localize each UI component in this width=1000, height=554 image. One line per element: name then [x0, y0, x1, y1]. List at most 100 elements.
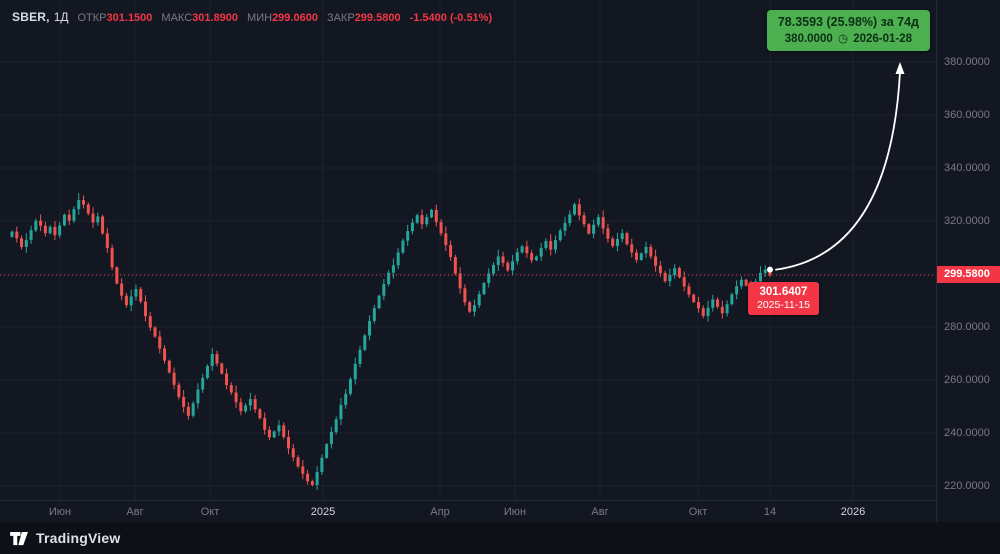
tradingview-logo-text[interactable]: TradingView [36, 530, 121, 546]
symbol-name[interactable]: SBER, [12, 10, 50, 24]
candle-body [387, 272, 391, 285]
candle-body [506, 262, 510, 271]
candle-body [563, 223, 567, 231]
price-axis-label: 280.0000 [944, 321, 990, 333]
candle-body [239, 402, 243, 412]
candle-body [215, 354, 219, 364]
candle-body [363, 335, 367, 350]
candle-body [692, 294, 696, 303]
candle-body [91, 213, 95, 223]
candle-body [34, 220, 38, 231]
time-axis-label: Авг [126, 506, 144, 518]
candle-body [353, 363, 357, 380]
projection-target-label[interactable]: 78.3593 (25.98%) за 74д 380.0000 ◷ 2026-… [766, 10, 930, 51]
candle-body [86, 204, 90, 214]
candle-body [372, 308, 376, 321]
candle-body [153, 327, 157, 337]
candle-body [163, 348, 167, 361]
candle-body [406, 231, 410, 241]
candle-body [587, 224, 591, 234]
candle-body [468, 302, 472, 312]
price-axis-label: 260.0000 [944, 374, 990, 386]
candle-body [120, 283, 124, 296]
candle-body [701, 308, 705, 316]
candle-body [606, 228, 610, 239]
projection-date: 2026-01-28 [853, 33, 913, 45]
candle-body [735, 286, 739, 295]
candle-body [29, 230, 33, 241]
candle-body [344, 393, 348, 405]
time-axis-label: 2026 [840, 506, 866, 518]
legend-low: МИН299.0600 [247, 12, 318, 24]
candle-body [716, 299, 720, 307]
candle-body [77, 200, 81, 210]
candle-body [191, 403, 195, 416]
candle-body [682, 277, 686, 287]
candle-body [477, 294, 481, 306]
candle-body [582, 215, 586, 225]
candle-body [320, 457, 324, 472]
candle-body [439, 222, 443, 234]
point-date: 2025-11-15 [757, 298, 810, 311]
candle-body [592, 224, 596, 234]
candle-body [654, 256, 658, 266]
candle-body [458, 273, 462, 289]
candle-body [220, 363, 224, 374]
candle-body [306, 473, 310, 482]
candle-body [229, 385, 233, 393]
candle-body [253, 399, 257, 410]
candle-body [472, 305, 476, 312]
price-axis[interactable]: 299.5800 380.0000 360.0000 340.0000 320.000… [936, 0, 1000, 522]
candle-body [573, 204, 577, 215]
candle-body [158, 336, 162, 349]
projection-arrow-curve[interactable] [775, 71, 901, 271]
candle-body [577, 204, 581, 216]
candle-body [348, 379, 352, 394]
candle-body [296, 457, 300, 467]
point-marker-label[interactable]: 301.6407 2025-11-15 [748, 281, 819, 315]
candle-body [720, 306, 724, 314]
candle-body [263, 418, 267, 430]
time-axis[interactable]: Июн Авг Окт 2025 Апр Июн Авг Окт 14 2026 [0, 500, 1000, 522]
candle-body [625, 233, 629, 245]
candle-body [258, 409, 262, 419]
time-axis-label: Авг [591, 506, 609, 518]
candle-body [415, 215, 419, 223]
candle-body [482, 283, 486, 295]
candle-body [663, 272, 667, 282]
candle-body [677, 268, 681, 278]
interval-label[interactable]: 1Д [53, 10, 69, 24]
projection-change-text: 78.3593 (25.98%) за 74д [777, 15, 919, 29]
legend-open: ОТКР301.1500 [78, 12, 153, 24]
projection-start-dot[interactable] [767, 266, 773, 273]
candle-body [167, 360, 171, 373]
time-axis-label: Апр [430, 506, 450, 518]
candle-body [615, 239, 619, 246]
price-axis-label: 220.0000 [944, 480, 990, 492]
candle-body [272, 431, 276, 438]
candle-body [96, 216, 100, 223]
candle-body [201, 377, 205, 390]
tradingview-logo-icon[interactable] [10, 531, 29, 546]
candle-body [730, 294, 734, 305]
candle-body [630, 244, 634, 253]
candle-body [101, 216, 105, 234]
candle-body [58, 225, 62, 236]
legend-open-value: 301.1500 [106, 12, 153, 24]
candle-body [43, 225, 47, 234]
candle-body [15, 231, 19, 239]
candle-body [315, 471, 319, 485]
candle-body [196, 389, 200, 404]
last-price-badge: 299.5800 [937, 266, 1000, 284]
candle-body [277, 425, 281, 432]
symbol-legend: SBER, 1Д ОТКР301.1500 МАКС301.8900 МИН29… [12, 10, 492, 24]
candle-body [520, 246, 524, 253]
candle-body [649, 246, 653, 257]
candle-body [420, 215, 424, 225]
time-axis-label: 14 [763, 506, 777, 518]
legend-low-value: 299.0600 [272, 12, 318, 24]
candle-body [329, 431, 333, 445]
candle-body [134, 289, 138, 297]
change-value: -1.5400 (-0.51%) [409, 12, 493, 24]
